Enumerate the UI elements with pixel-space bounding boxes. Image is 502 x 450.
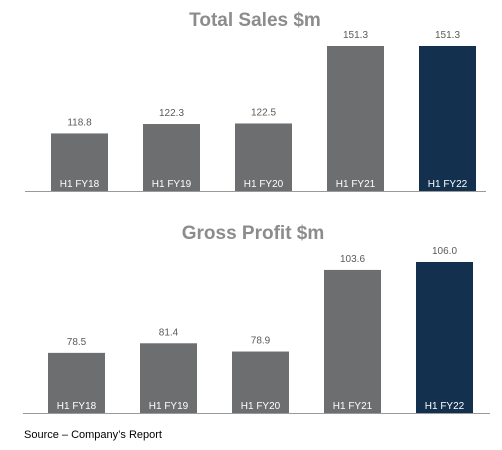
gross-profit-title: Gross Profit $m — [182, 223, 325, 244]
total-sales-category-label-2: H1 FY19 — [152, 179, 192, 190]
total-sales-value-label-5: 151.3 — [435, 30, 460, 41]
total-sales-category-label-5: H1 FY22 — [428, 179, 468, 190]
total-sales-category-label-4: H1 FY21 — [336, 179, 376, 190]
gross-profit-value-label-2: 81.4 — [159, 327, 179, 338]
gross-profit-bar-4 — [324, 269, 381, 413]
gross-profit-category-label-2: H1 FY19 — [149, 401, 189, 412]
gross-profit-bar-2 — [140, 343, 197, 413]
gross-profit-category-label-3: H1 FY20 — [241, 401, 281, 412]
gross-profit-value-label-1: 78.5 — [67, 337, 87, 348]
total-sales-value-label-1: 118.8 — [67, 117, 92, 128]
gross-profit-value-label-5: 106.0 — [432, 246, 457, 257]
gross-profit-value-label-3: 78.9 — [251, 336, 271, 347]
source-note: Source – Company’s Report — [24, 429, 162, 441]
total-sales-value-label-2: 122.3 — [159, 108, 184, 119]
gross-profit-category-label-5: H1 FY22 — [425, 401, 465, 412]
gross-profit-bar-5 — [416, 262, 473, 413]
gross-profit-category-label-1: H1 FY18 — [57, 401, 97, 412]
total-sales-bar-3 — [235, 123, 292, 191]
total-sales-value-label-4: 151.3 — [343, 30, 368, 41]
gross-profit-category-label-4: H1 FY21 — [333, 401, 373, 412]
total-sales-bar-4 — [327, 46, 384, 191]
total-sales-title: Total Sales $m — [189, 10, 321, 31]
gross-profit-value-label-4: 103.6 — [340, 254, 365, 265]
gross-profit-bar-3 — [232, 351, 289, 413]
gross-profit-plot: 78.5 H1 FY18 81.4 H1 FY19 78.9 H1 FY20 103.6 H1… — [23, 246, 490, 414]
total-sales-value-label-3: 122.5 — [251, 107, 276, 118]
total-sales-bar-1 — [51, 133, 108, 191]
gross-profit-bar-1 — [48, 352, 105, 413]
total-sales-category-label-3: H1 FY20 — [244, 179, 284, 190]
total-sales-bar-2 — [143, 124, 200, 191]
total-sales-plot: 118.8 H1 FY18 122.3 H1 FY19 122.5 H1 FY20 151.… — [25, 30, 486, 192]
total-sales-bar-5 — [419, 46, 476, 191]
total-sales-category-label-1: H1 FY18 — [60, 179, 100, 190]
